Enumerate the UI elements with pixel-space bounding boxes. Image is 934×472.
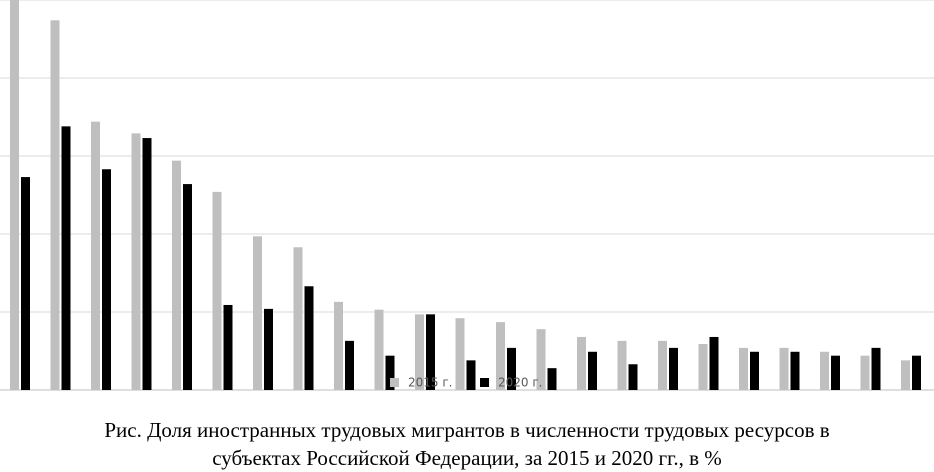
bar (415, 314, 424, 390)
caption-line: субъектах Российской Федерации, за 2015 … (212, 446, 722, 470)
legend: 2015 г. 2020 г. (390, 376, 542, 390)
bar (912, 355, 921, 390)
bar (183, 184, 192, 390)
bar (617, 340, 627, 390)
bar (385, 355, 395, 390)
bar (212, 191, 222, 390)
bar (901, 360, 910, 390)
bar (253, 236, 262, 390)
bar (658, 340, 667, 390)
bar (61, 126, 71, 391)
bar (820, 351, 829, 390)
bars (10, 0, 921, 391)
bar (10, 0, 19, 391)
legend-swatch (480, 378, 489, 387)
bar (466, 360, 476, 390)
bar (831, 355, 840, 390)
bar (131, 133, 141, 390)
bar (334, 301, 343, 390)
caption-line: Рис. Доля иностранных трудовых мигрантов… (104, 418, 829, 442)
bar (577, 336, 586, 390)
bar (50, 20, 60, 391)
bar (345, 340, 354, 390)
bar (860, 355, 870, 390)
bar (779, 347, 789, 390)
legend-swatch (390, 378, 399, 387)
bar (102, 169, 111, 390)
bar (669, 347, 678, 390)
bar (588, 351, 597, 390)
legend-label: 2020 г. (498, 376, 542, 390)
grid (0, 0, 934, 391)
bar (223, 304, 233, 390)
bar (790, 351, 800, 390)
bar (293, 247, 303, 390)
bar (507, 347, 516, 390)
bar (709, 336, 719, 390)
bar (91, 121, 100, 391)
bar (264, 308, 273, 390)
bar (628, 364, 638, 390)
legend-label: 2015 г. (408, 376, 452, 390)
bar (698, 343, 708, 390)
bar (21, 177, 30, 390)
bar (374, 309, 384, 390)
bar (172, 160, 181, 390)
bar (426, 314, 435, 390)
bar (739, 347, 748, 390)
bar (142, 138, 152, 390)
bar (496, 322, 505, 390)
bar (536, 329, 546, 390)
bar (455, 318, 465, 390)
bar (871, 347, 881, 390)
bar (304, 286, 314, 390)
bar (547, 368, 557, 390)
bar (750, 351, 759, 390)
